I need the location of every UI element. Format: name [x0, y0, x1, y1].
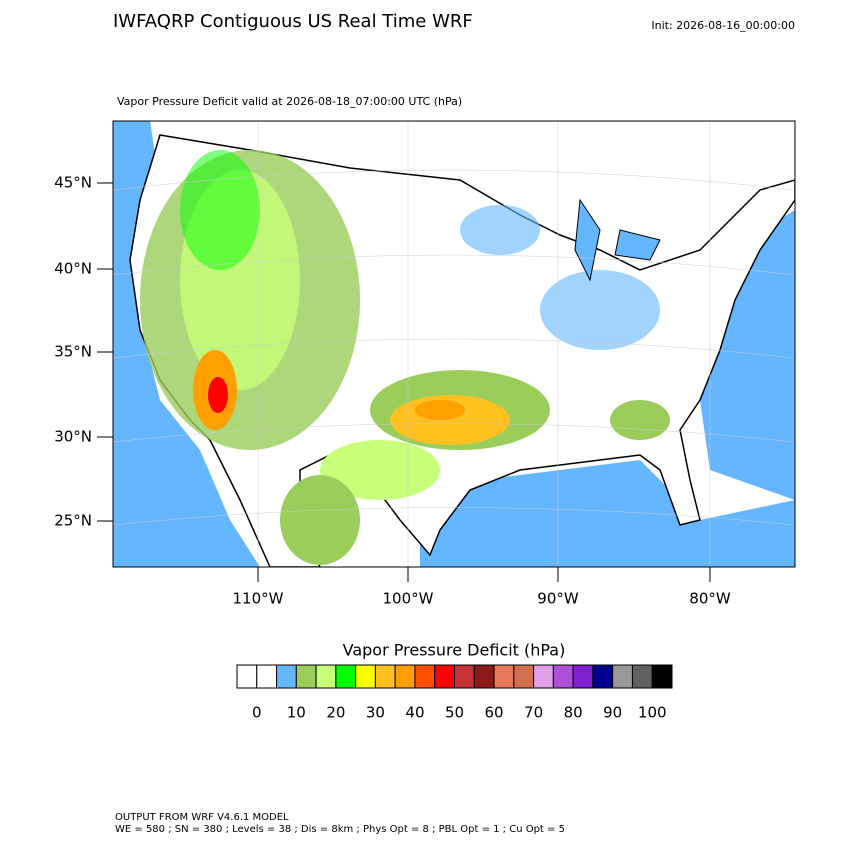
color-swatch: [513, 664, 535, 689]
map: [113, 121, 795, 567]
footer-line: OUTPUT FROM WRF V4.6.1 MODEL: [115, 812, 289, 823]
colorbar-tick-label: 20: [326, 704, 345, 722]
color-swatch: [493, 664, 515, 689]
colorbar-tick-label: 80: [564, 704, 583, 722]
map-frame: [112, 120, 796, 568]
subtitle: Vapor Pressure Deficit valid at 2026-08-…: [117, 95, 462, 108]
colorbar-tick-label: 30: [366, 704, 385, 722]
color-swatch: [592, 664, 614, 689]
color-swatch: [374, 664, 396, 689]
lat-labels: 45°N 40°N 35°N 30°N 25°N: [54, 174, 113, 530]
color-swatch: [394, 664, 416, 689]
color-swatch: [434, 664, 455, 689]
colorbar-tick-label: 0: [252, 704, 262, 722]
init-time: Init: 2026-08-16_00:00:00: [651, 19, 795, 32]
colorbar-tick-label: 100: [638, 704, 667, 722]
colorbar-tick-label: 40: [405, 704, 424, 722]
color-swatch: [256, 664, 278, 689]
lon-label: 110°W: [233, 590, 284, 608]
footer-line: WE = 580 ; SN = 380 ; Levels = 38 ; Dis …: [115, 824, 565, 835]
color-swatch: [276, 664, 297, 689]
lon-label: 100°W: [383, 590, 434, 608]
colorbar-tick-label: 70: [524, 704, 543, 722]
color-swatch: [295, 664, 317, 689]
color-swatch: [355, 664, 376, 689]
colorbar: 0 10 20 30 40 50 60 70 80 90 100: [236, 664, 673, 722]
color-swatch: [631, 664, 653, 689]
color-swatch: [473, 664, 495, 689]
lat-label: 35°N: [54, 343, 92, 361]
colorbar-tick-label: 10: [287, 704, 306, 722]
title: IWFAQRP Contiguous US Real Time WRF: [113, 11, 473, 32]
lon-label: 90°W: [537, 590, 579, 608]
lat-label: 45°N: [54, 174, 92, 192]
colorbar-tick-label: 50: [445, 704, 464, 722]
colorbar-title: Vapor Pressure Deficit (hPa): [343, 641, 566, 660]
color-swatch: [612, 664, 633, 689]
lon-labels: 110°W 100°W 90°W 80°W: [233, 567, 731, 608]
colorbar-tick-label: 60: [484, 704, 503, 722]
lat-label: 25°N: [54, 512, 92, 530]
color-swatch: [236, 664, 258, 689]
color-swatch: [552, 664, 574, 689]
colorbar-tick-label: 90: [603, 704, 622, 722]
lat-label: 30°N: [54, 428, 92, 446]
color-swatch: [454, 664, 475, 689]
color-swatch: [315, 664, 337, 689]
lon-label: 80°W: [689, 590, 731, 608]
color-swatch: [572, 664, 594, 689]
color-swatch: [651, 664, 673, 689]
lat-label: 40°N: [54, 260, 92, 278]
color-swatch: [533, 664, 554, 689]
color-swatch: [335, 664, 357, 689]
color-swatch: [414, 664, 436, 689]
